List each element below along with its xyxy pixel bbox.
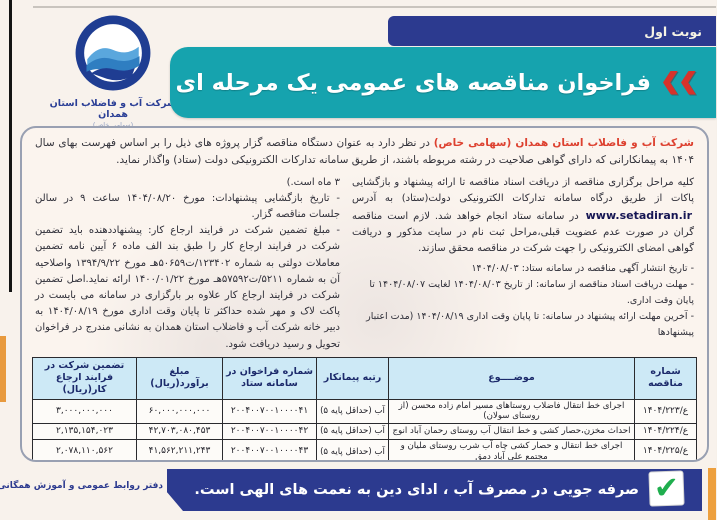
col-contractor-grade: رتبه پیمانکار	[317, 356, 390, 400]
process-text-before: کلیه مراحل برگزاری مناقصه از دریافت اسنا…	[353, 176, 695, 204]
left-column-rule	[10, 0, 13, 292]
cell-grade: آب (حداقل پایه ۵)	[317, 398, 390, 425]
left-text-column: ۳ ماه است.) - تاریخ بازگشایی پیشنهادات: …	[36, 175, 341, 353]
cell-tender-no: ۱۴۰۴/۲۲۴/ع	[635, 423, 698, 441]
cell-estimate: ۴۱,۵۶۲,۲۱۱,۲۴۳	[137, 439, 224, 460]
cell-tender-no: ۱۴۰۴/۲۲۳/ع	[635, 398, 698, 425]
tender-ad-body: شرکت آب و فاضلاب استان همدان (سهامی خاص)…	[21, 126, 710, 462]
col-tender-no: شماره مناقصه	[635, 356, 698, 400]
cell-guarantee: ۲,۰۷۸,۱۱۰,۵۶۲	[33, 439, 138, 460]
validity-continuation-line: ۳ ماه است.)	[287, 176, 341, 188]
cell-grade: آب (حداقل پایه ۵)	[317, 423, 390, 441]
company-logo-block: شرکت آب و فاضلاب استان همدان (سهامی خاص)	[44, 14, 184, 129]
two-column-text: کلیه مراحل برگزاری مناقصه از دریافت اسنا…	[36, 175, 695, 353]
doc-receive-deadline-line: - مهلت دریافت اسناد مناقصه از سامانه: از…	[370, 278, 695, 306]
publish-date-line: - تاریخ انتشار آگهی مناقصه در سامانه ستا…	[472, 262, 695, 274]
process-text-after: در سامانه ستاد انجام خواهد شد. لازم است …	[353, 211, 695, 255]
cell-call-no: ۲۰۰۴۰۰۷۰۰۱۰۰۰۰۴۳	[223, 439, 318, 460]
table-row: ۱۴۰۴/۲۲۵/ع اجرای خط انتقال و حصار کشی چا…	[33, 439, 698, 460]
guarantee-paragraph: - مبلغ تضمین شرکت در فرایند ارجاع کار: پ…	[36, 225, 342, 350]
cell-tender-no: ۱۴۰۴/۲۲۵/ع	[635, 439, 698, 460]
cell-call-no: ۲۰۰۴۰۰۷۰۰۱۰۰۰۰۴۱	[223, 398, 318, 425]
intro-lead-company: شرکت آب و فاضلاب استان همدان (سهامی خاص)	[434, 137, 695, 149]
page-title: فراخوان مناقصه های عمومی یک مرحله ای	[176, 69, 652, 96]
slogan-bar: ✔ صرفه جویی در مصرف آب ، ادای دین به نعم…	[168, 469, 703, 511]
notice-order-label: نوبت اول	[645, 23, 703, 39]
top-rule-line	[34, 6, 717, 8]
cell-call-no: ۲۰۰۴۰۰۷۰۰۱۰۰۰۰۴۲	[223, 423, 318, 441]
public-relations-dept-label: دفتر روابط عمومی و آموزش همگانی	[0, 481, 164, 491]
col-estimate: مبلغ برآورد(ریال)	[137, 356, 224, 400]
cell-estimate: ۴۲,۷۰۳,۰۸۰,۴۵۳	[137, 423, 224, 441]
water-saving-slogan: صرفه جویی در مصرف آب ، ادای دین به نعمت …	[195, 482, 640, 498]
col-subject: موضــــوع	[389, 356, 636, 400]
water-company-logo-icon	[75, 14, 153, 96]
notice-order-bar: نوبت اول	[389, 16, 717, 46]
company-type-label: (سهامی خاص)	[93, 121, 135, 129]
cell-subject: اجرای خط انتقال و حصار کشی چاه آب شرب رو…	[389, 439, 636, 460]
table-header-row: شماره مناقصه موضــــوع رتبه پیمانکار شما…	[33, 356, 698, 400]
right-text-column: کلیه مراحل برگزاری مناقصه از دریافت اسنا…	[353, 175, 695, 353]
cell-guarantee: ۳,۰۰۰,۰۰۰,۰۰۰	[33, 398, 138, 425]
col-guarantee: تضمین شرکت در فرایند ارجاع کار(ریال)	[33, 356, 138, 400]
cell-subject: احداث مخزن،حصار کشی و خط انتقال آب روستا…	[389, 423, 636, 441]
schedule-bullets: - تاریخ انتشار آگهی مناقصه در سامانه ستا…	[353, 261, 695, 342]
intro-text: در نظر دارد به عنوان دستگاه مناقصه گزار …	[36, 137, 695, 167]
tenders-table: شماره مناقصه موضــــوع رتبه پیمانکار شما…	[33, 356, 698, 460]
table-row: ۱۴۰۴/۲۲۴/ع احداث مخزن،حصار کشی و خط انتق…	[33, 423, 698, 441]
table-row: ۱۴۰۴/۲۲۳/ع اجرای خط انتقال فاضلاب روستاه…	[33, 398, 698, 425]
double-chevron-icon	[664, 70, 697, 95]
left-scan-artifact	[0, 336, 7, 402]
cell-grade: آب (حداقل پایه ۵)	[317, 439, 390, 460]
process-paragraph: کلیه مراحل برگزاری مناقصه از دریافت اسنا…	[353, 175, 695, 258]
check-glyph: ✔	[654, 469, 681, 506]
intro-paragraph: شرکت آب و فاضلاب استان همدان (سهامی خاص)…	[36, 135, 695, 170]
cell-estimate: ۶۰,۰۰۰,۰۰۰,۰۰۰	[137, 398, 224, 425]
col-setad-call-no: شماره فراخوان در سامانه ستاد	[223, 356, 318, 400]
right-scan-artifact	[709, 468, 717, 520]
setadiran-url: www.setadiran.ir	[586, 209, 693, 222]
cell-guarantee: ۲,۱۳۵,۱۵۴,۰۲۳	[33, 423, 138, 441]
title-band: فراخوان مناقصه های عمومی یک مرحله ای	[171, 47, 717, 118]
company-name-label: شرکت آب و فاضلاب استان همدان	[50, 98, 178, 120]
opening-date-line: - تاریخ بازگشایی پیشنهادات: مورخ ۱۴۰۴/۰۸…	[36, 192, 341, 220]
submit-deadline-line: - آخرین مهلت ارائه پیشنهاد در سامانه: تا…	[367, 310, 695, 339]
checkmark-icon: ✔	[649, 469, 686, 507]
cell-subject: اجرای خط انتقال فاضلاب روستاهای مسیر اما…	[389, 398, 636, 425]
